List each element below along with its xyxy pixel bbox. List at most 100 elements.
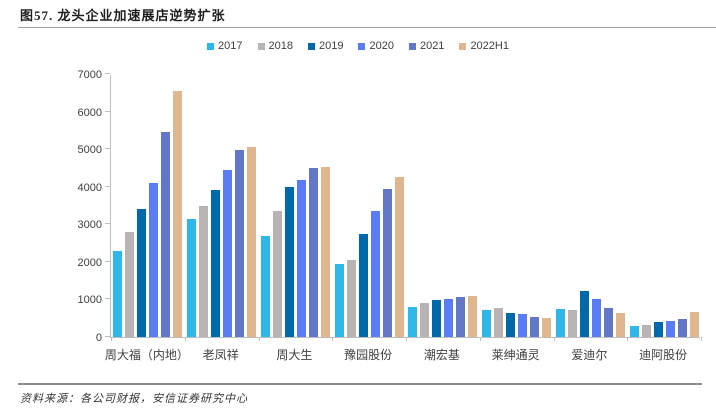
bar-2017 [408,306,418,337]
bar-2018 [641,324,651,337]
bar-2019 [432,299,442,337]
bar-2017 [334,263,344,337]
bar-2020 [296,179,306,337]
bar-2019 [579,290,589,337]
title-divider [18,27,716,28]
x-tick-mark [332,337,334,341]
category-label: 周大福（内地） [104,348,189,362]
bar-2020 [444,299,454,337]
bar-2020 [149,182,159,337]
bar-2018 [494,308,504,337]
bar-2020 [665,321,675,337]
x-tick-mark [627,337,629,341]
legend-swatch-icon [358,42,366,50]
source-note: 资料来源：各公司财报，安信证券研究中心 [20,393,248,405]
bar-2022H1 [247,146,257,337]
y-tick-label: 2000 [77,256,102,269]
bar-2018 [199,205,209,337]
y-tick-label: 6000 [77,106,102,119]
bar-2020 [223,169,233,337]
bar-2019 [358,233,368,337]
legend-swatch-icon [207,42,215,50]
x-tick-mark [184,337,186,341]
bar-2021 [382,188,392,337]
bar-group-6 [480,75,554,337]
bar-2018 [272,211,282,337]
bar-group-3 [259,75,333,337]
y-tick-mark [105,185,110,187]
bar-2017 [555,308,565,337]
bar-2017 [482,309,492,337]
y-tick-mark [105,336,110,337]
bar-group-2 [185,75,259,337]
legend-item-2017: 2017 [207,40,243,52]
y-tick-mark [105,148,110,150]
bar-2019 [284,186,294,337]
bar-group-7 [554,75,628,337]
legend-item-2020: 2020 [358,40,394,52]
bar-group-4 [332,75,406,337]
bar-group-5 [406,75,480,337]
bar-2019 [653,321,663,337]
bar-2022H1 [689,312,699,337]
y-tick-label: 4000 [77,181,102,194]
bar-2021 [161,132,171,337]
bar-2022H1 [615,312,625,337]
x-axis-labels: 周大福（内地） 老凤祥 周大生 豫园股份 潮宏基 莱绅通灵 爱迪尔 迪阿股份 [104,346,700,364]
legend-label: 2020 [369,40,394,52]
category-label: 爱迪尔 [571,348,608,362]
plot-area: 0 1000 2000 3000 4000 5000 6000 7000 [78,69,702,344]
x-tick-mark [479,337,481,341]
bar-2017 [260,235,270,337]
legend-item-2019: 2019 [307,40,344,52]
legend-item-2021: 2021 [408,40,445,52]
bar-2022H1 [320,167,330,337]
x-tick-mark [701,337,702,341]
x-tick-mark [553,337,555,341]
bar-2020 [518,314,528,337]
bar-2021 [530,316,540,337]
bar-2022H1 [394,177,404,337]
category-label: 老凤祥 [202,348,239,362]
bar-2017 [113,250,123,337]
legend-swatch-icon [408,42,416,50]
category-label: 迪阿股份 [639,348,688,362]
bar-2018 [125,231,135,337]
bar-group-1 [111,75,185,337]
legend-swatch-icon [307,42,315,50]
bar-2020 [591,299,601,337]
y-tick-label: 1000 [77,294,102,307]
y-tick-mark [105,73,110,74]
y-tick-label: 5000 [77,144,102,157]
y-tick-mark [105,298,110,300]
x-tick-mark [258,337,260,341]
legend-swatch-icon [257,42,265,50]
legend-item-2022H1: 2022H1 [459,40,509,52]
legend-label: 2018 [268,40,293,52]
footer-divider [18,383,702,385]
bar-2019 [506,312,516,337]
y-tick-mark [105,110,110,112]
legend-label: 2017 [218,40,243,52]
bar-2021 [603,307,613,337]
y-tick-mark [105,260,110,262]
bar-2021 [308,167,318,337]
legend-label: 2019 [318,40,344,52]
bar-2018 [420,303,430,337]
bar-2017 [629,326,639,337]
legend-label: 2021 [419,40,445,52]
bar-2018 [346,259,356,337]
bar-2022H1 [468,295,478,337]
category-label: 周大生 [276,348,313,362]
legend-item-2018: 2018 [257,40,293,52]
x-tick-mark [406,337,407,341]
category-label: 莱绅通灵 [491,348,540,362]
bar-2022H1 [173,90,183,337]
y-tick-label: 7000 [77,69,102,81]
figure-title: 图57. 龙头企业加速展店逆势扩张 [20,8,226,23]
bar-group-8 [627,75,701,337]
y-tick-label: 3000 [77,219,102,232]
bar-2019 [137,209,147,337]
legend-swatch-icon [459,42,467,50]
